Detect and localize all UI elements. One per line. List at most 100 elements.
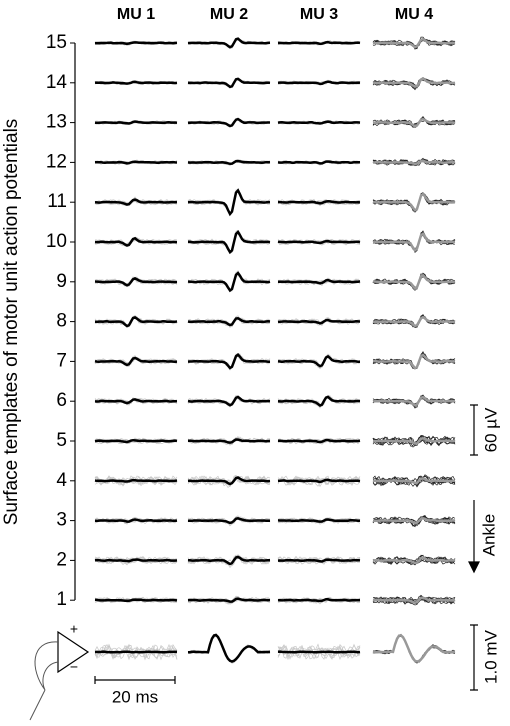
template-trace xyxy=(277,40,361,46)
template-trace xyxy=(94,236,177,247)
template-trace xyxy=(277,395,360,407)
template-trace xyxy=(94,80,178,85)
time-scale-label: 20 ms xyxy=(112,687,158,706)
row-label: 5 xyxy=(56,430,67,451)
template-trace xyxy=(277,80,361,86)
amplifier-plus: + xyxy=(70,621,78,637)
template-trace xyxy=(373,315,456,328)
template-trace xyxy=(372,159,455,166)
template-trace xyxy=(187,395,271,407)
template-trace xyxy=(187,317,271,327)
time-scale-bar xyxy=(94,676,176,684)
column-header: MU 2 xyxy=(210,6,248,23)
template-trace xyxy=(94,316,178,328)
row-label: 12 xyxy=(46,151,67,172)
template-trace xyxy=(277,318,361,325)
template-trace xyxy=(277,438,361,444)
trial-trace xyxy=(277,475,361,486)
amplifier-minus: − xyxy=(70,659,78,675)
template-trace xyxy=(187,159,271,166)
template-trace xyxy=(277,160,360,165)
template-trace xyxy=(372,395,456,407)
amplifier-icon xyxy=(57,630,90,674)
bipolar-trial-trace xyxy=(95,646,178,660)
template-trace xyxy=(94,198,178,206)
bipolar-trial-trace xyxy=(277,646,361,661)
template-trace xyxy=(372,77,456,88)
template-trace xyxy=(94,356,178,367)
template-trace xyxy=(373,273,456,291)
row-label: 6 xyxy=(56,390,67,411)
template-trace xyxy=(187,37,271,49)
bipolar-scale-label: 1.0 mV xyxy=(481,629,500,684)
row-label: 2 xyxy=(56,549,67,570)
template-trace xyxy=(372,517,456,525)
electrode-wires xyxy=(29,641,59,721)
template-trace xyxy=(187,117,270,128)
row-label: 14 xyxy=(46,72,68,93)
template-trace xyxy=(94,598,178,603)
column-header: MU 1 xyxy=(117,6,155,23)
trial-trace xyxy=(277,475,361,486)
amplitude-scale-bar xyxy=(470,404,478,456)
template-trace xyxy=(94,41,178,46)
bipolar-trial-trace xyxy=(187,633,271,662)
template-trace xyxy=(277,518,361,523)
trial-trace xyxy=(187,396,271,405)
template-trace xyxy=(188,438,271,444)
template-trace xyxy=(94,558,178,563)
bipolar-template-trace xyxy=(277,650,361,654)
bipolar-template-trace xyxy=(94,650,178,654)
template-trace xyxy=(373,117,456,128)
bipolar-trial-trace xyxy=(372,634,456,662)
template-trace xyxy=(94,120,178,125)
template-trace xyxy=(94,518,178,523)
template-trace xyxy=(372,556,456,565)
trial-trace xyxy=(94,355,178,367)
template-trace xyxy=(95,160,178,165)
direction-label: Ankle xyxy=(479,514,498,557)
template-trace xyxy=(277,558,361,563)
template-trace xyxy=(187,188,270,217)
row-label: 3 xyxy=(56,510,67,531)
template-trace xyxy=(94,438,178,444)
row-label: 1 xyxy=(56,589,67,610)
template-trace xyxy=(277,120,361,125)
template-trace xyxy=(277,478,361,484)
template-trace xyxy=(277,597,360,603)
bipolar-trial-trace xyxy=(94,643,178,659)
template-trace xyxy=(373,353,455,370)
template-trace xyxy=(187,476,271,486)
template-trace xyxy=(277,239,361,245)
template-trace xyxy=(372,192,456,212)
bipolar-trial-trace xyxy=(187,634,271,662)
template-trace xyxy=(373,232,456,253)
row-label: 11 xyxy=(47,191,67,212)
template-trace xyxy=(188,230,271,255)
trial-trace xyxy=(94,556,177,565)
row-label: 8 xyxy=(56,311,67,332)
amplitude-scale-label: 60 µV xyxy=(481,407,500,452)
row-label: 10 xyxy=(46,231,67,252)
template-trace xyxy=(187,516,271,525)
template-trace xyxy=(372,436,456,445)
bipolar-trial-trace xyxy=(372,633,456,662)
template-trace xyxy=(94,398,178,405)
template-trace xyxy=(373,596,456,605)
template-trace xyxy=(277,200,361,205)
template-trace xyxy=(187,597,271,603)
column-header: MU 4 xyxy=(395,6,433,23)
template-trace xyxy=(372,37,456,49)
template-trace xyxy=(94,277,177,287)
bipolar-template-trace xyxy=(372,634,456,663)
bipolar-template-trace xyxy=(188,633,271,663)
template-trace xyxy=(372,477,456,485)
template-trace xyxy=(187,77,271,89)
template-trace xyxy=(187,353,270,370)
bipolar-scale-bar xyxy=(470,624,478,691)
axis-label: Surface templates of motor unit action p… xyxy=(1,119,22,526)
row-label: 13 xyxy=(46,112,67,133)
row-label: 4 xyxy=(56,470,67,491)
template-trace xyxy=(277,354,360,368)
column-header: MU 3 xyxy=(300,6,338,23)
